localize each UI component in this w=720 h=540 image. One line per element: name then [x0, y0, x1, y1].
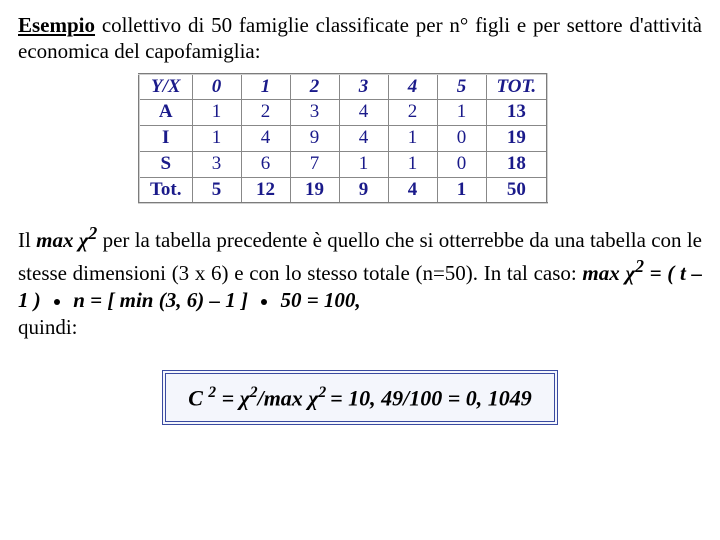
p2-maxchi: max χ2: [36, 228, 97, 252]
formula-container: C 2 = χ2/max χ2 = 10, 49/100 = 0, 1049: [18, 370, 702, 425]
intro-text: Esempio collettivo di 50 famiglie classi…: [18, 12, 702, 65]
row-total: 19: [486, 126, 547, 152]
cell: 0: [437, 126, 486, 152]
table-row: A 1 2 3 4 2 1 13: [139, 100, 547, 126]
col-total: 19: [290, 177, 339, 203]
cell: 0: [437, 151, 486, 177]
tot-row-label: Tot.: [139, 177, 192, 203]
row-total: 13: [486, 100, 547, 126]
row-label: A: [139, 100, 192, 126]
col-header: 0: [192, 74, 241, 100]
table-container: Y/X 0 1 2 3 4 5 TOT. A 1 2 3 4 2 1 13 I …: [138, 73, 702, 205]
row-label: S: [139, 151, 192, 177]
formula-box: C 2 = χ2/max χ2 = 10, 49/100 = 0, 1049: [162, 370, 558, 425]
cell: 2: [241, 100, 290, 126]
formula-rhs: = 10, 49/100 = 0, 1049: [330, 385, 532, 410]
cell: 1: [388, 126, 437, 152]
cell: 6: [241, 151, 290, 177]
explanation-text: Il max χ2 per la tabella precedente è qu…: [18, 222, 702, 341]
formula-C-sup: 2: [208, 384, 216, 401]
p2-lead: Il: [18, 228, 36, 252]
table-row: S 3 6 7 1 1 0 18: [139, 151, 547, 177]
cell: 9: [290, 126, 339, 152]
row-total: 18: [486, 151, 547, 177]
row-label: I: [139, 126, 192, 152]
cell: 3: [290, 100, 339, 126]
col-header: 1: [241, 74, 290, 100]
formula-chi-sup: 2: [250, 384, 258, 401]
cell: 4: [339, 126, 388, 152]
cell: 1: [192, 126, 241, 152]
col-total: 9: [339, 177, 388, 203]
contingency-table: Y/X 0 1 2 3 4 5 TOT. A 1 2 3 4 2 1 13 I …: [138, 73, 548, 205]
col-total: 5: [192, 177, 241, 203]
p2-quindi: quindi:: [18, 315, 78, 339]
col-header: 2: [290, 74, 339, 100]
formula-maxchi: /max χ: [258, 385, 319, 410]
table-total-row: Tot. 5 12 19 9 4 1 50: [139, 177, 547, 203]
cell: 1: [192, 100, 241, 126]
cell: 1: [339, 151, 388, 177]
cell: 2: [388, 100, 437, 126]
table-header-row: Y/X 0 1 2 3 4 5 TOT.: [139, 74, 547, 100]
grand-total: 50: [486, 177, 547, 203]
intro-esempio: Esempio: [18, 13, 95, 37]
p2-result: 50 = 100,: [280, 288, 360, 312]
bullet-dot-icon: [54, 299, 60, 305]
cell: 4: [241, 126, 290, 152]
cell: 4: [339, 100, 388, 126]
bullet-dot-icon: [261, 299, 267, 305]
table-corner: Y/X: [139, 74, 192, 100]
col-total: 4: [388, 177, 437, 203]
cell: 1: [388, 151, 437, 177]
col-header: 5: [437, 74, 486, 100]
col-header: 3: [339, 74, 388, 100]
cell: 7: [290, 151, 339, 177]
col-total: 12: [241, 177, 290, 203]
formula-C: C: [188, 385, 208, 410]
cell: 1: [437, 100, 486, 126]
p2-nexpr: n = [ min (3, 6) – 1 ]: [73, 288, 248, 312]
table-row: I 1 4 9 4 1 0 19: [139, 126, 547, 152]
formula-maxchi-sup: 2: [319, 384, 331, 401]
col-header: 4: [388, 74, 437, 100]
formula-eq-chi: = χ: [216, 385, 250, 410]
col-total: 1: [437, 177, 486, 203]
col-header-tot: TOT.: [486, 74, 547, 100]
cell: 3: [192, 151, 241, 177]
intro-rest: collettivo di 50 famiglie classificate p…: [18, 13, 702, 63]
